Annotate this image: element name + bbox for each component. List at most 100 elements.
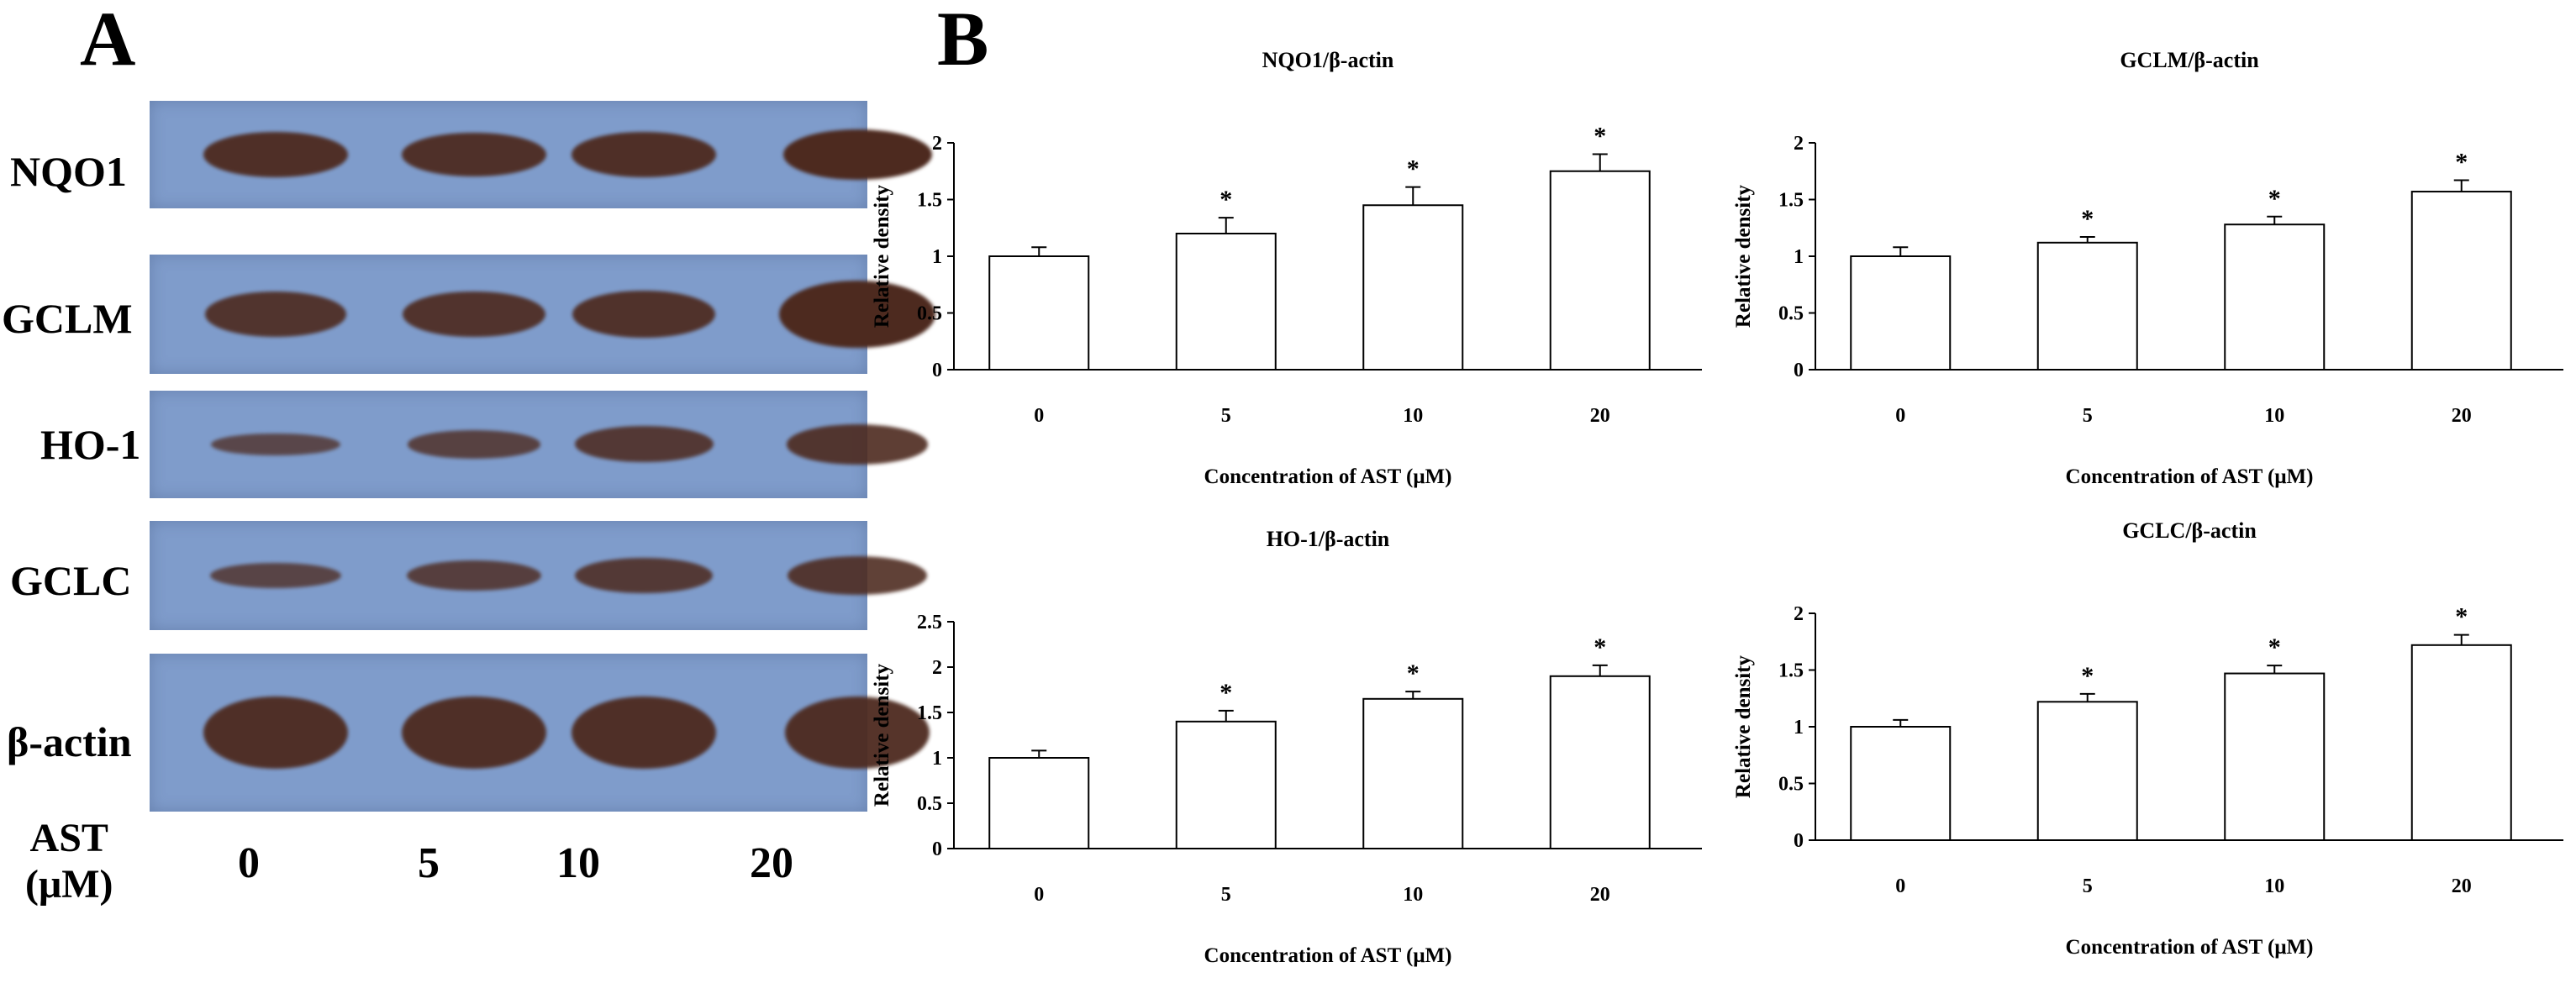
bar [2224, 223, 2326, 371]
bar [1362, 204, 1464, 371]
significance-marker: * [2455, 149, 2468, 176]
y-tick-label: 1 [932, 246, 942, 268]
chart-title: NQO1/β-actin [1262, 48, 1394, 72]
y-tick-label: 2 [1794, 133, 1804, 155]
x-axis-label: Concentration of AST (μM) [1204, 465, 1452, 488]
blot-strip-ho1 [150, 391, 928, 498]
significance-marker: * [1220, 186, 1232, 213]
y-tick-label: 1 [1794, 246, 1804, 268]
ast-axis-label: AST (μM) [25, 815, 113, 907]
x-tick-label: 20 [2452, 875, 2472, 897]
significance-marker: * [1407, 155, 1420, 183]
panel-b-letter: B [937, 0, 989, 81]
x-tick-label: 20 [1590, 884, 1610, 906]
blot-band [203, 132, 349, 177]
blot-band [211, 433, 340, 456]
blot-strip-nqo1 [150, 101, 932, 208]
bar [988, 255, 1090, 371]
y-tick-label: 0 [1794, 360, 1804, 381]
y-axis-label: Relative density [1732, 184, 1755, 328]
ast-label-line2: (μM) [25, 862, 113, 907]
x-tick-label: 10 [1403, 884, 1423, 906]
significance-marker: * [1407, 660, 1420, 687]
blot-strip-beta-actin [150, 654, 930, 812]
y-axis-label: Relative density [871, 184, 893, 328]
significance-marker: * [2081, 662, 2094, 690]
bar [1549, 675, 1651, 849]
x-tick-label: 0 [1034, 884, 1044, 906]
lane-label-20: 20 [750, 839, 793, 887]
y-tick-label: 0.5 [1778, 303, 1804, 325]
x-axis-label: Concentration of AST (μM) [2066, 936, 2314, 959]
blot-label-gclm: GCLM [2, 295, 133, 342]
y-tick-label: 2.5 [917, 612, 942, 633]
blot-label-beta-actin: β-actin [7, 718, 132, 765]
bar [2410, 191, 2512, 371]
significance-marker: * [2268, 633, 2281, 661]
bar [1850, 255, 1952, 371]
bar [988, 757, 1090, 849]
chart-title: HO-1/β-actin [1267, 527, 1390, 551]
chart-title: GCLC/β-actin [2122, 518, 2257, 543]
significance-marker: * [2081, 205, 2094, 233]
x-tick-label: 5 [2083, 875, 2093, 897]
blot-band [574, 557, 714, 594]
x-tick-label: 5 [1221, 884, 1231, 906]
lane-label-10: 10 [556, 839, 600, 887]
y-tick-label: 2 [932, 133, 942, 155]
x-tick-label: 5 [2083, 405, 2093, 427]
bar [2410, 644, 2512, 841]
bar-chart-gclm: GCLM/β-actin Relative density 0 0.5 1 1.5 20 * 5… [1732, 48, 2563, 488]
ast-label-line1: AST [29, 816, 108, 860]
x-tick-label: 20 [2452, 405, 2472, 427]
blot-band [574, 426, 714, 463]
blot-band [787, 424, 928, 465]
y-tick-label: 0.5 [1778, 774, 1804, 796]
blot-band [571, 132, 717, 177]
y-tick-label: 0.5 [917, 303, 942, 325]
x-tick-label: 5 [1221, 405, 1231, 427]
x-tick-label: 10 [2264, 405, 2284, 427]
blot-label-ho1: HO-1 [40, 421, 141, 468]
blot-band [784, 696, 930, 770]
significance-marker: * [1594, 633, 1606, 661]
y-tick-label: 1.5 [1778, 190, 1804, 212]
blot-strip-gclm [150, 255, 935, 374]
blot-band [787, 555, 928, 596]
x-axis-label: Concentration of AST (μM) [2066, 465, 2314, 488]
x-tick-label: 10 [1403, 405, 1423, 427]
blot-band [782, 129, 932, 181]
bar [2036, 701, 2138, 841]
lane-label-5: 5 [418, 839, 440, 887]
x-tick-label: 0 [1034, 405, 1044, 427]
y-tick-label: 0 [1794, 830, 1804, 852]
significance-marker: * [2455, 603, 2468, 631]
blot-band [571, 696, 717, 770]
y-tick-label: 2 [1794, 603, 1804, 625]
y-tick-label: 1.5 [917, 190, 942, 212]
bar-chart-ho1: HO-1/β-actin Relative density 0 0.5 1 1.5 2 2.5… [871, 527, 1702, 967]
chart-title: GCLM/β-actin [2120, 48, 2259, 72]
x-tick-label: 0 [1895, 875, 1905, 897]
blot-strip-gclc [150, 521, 928, 630]
y-tick-label: 0.5 [917, 793, 942, 815]
blot-band [572, 290, 716, 339]
blot-band [779, 280, 935, 349]
significance-marker: * [2268, 185, 2281, 213]
y-tick-label: 0 [932, 360, 942, 381]
y-tick-label: 1 [1794, 717, 1804, 739]
x-tick-label: 10 [2264, 875, 2284, 897]
y-tick-label: 2 [932, 657, 942, 679]
y-axis-label: Relative density [871, 663, 893, 807]
significance-marker: * [1594, 123, 1606, 150]
blot-band [401, 696, 547, 770]
bar [2224, 672, 2326, 841]
blot-band [403, 291, 545, 338]
y-tick-label: 1 [932, 748, 942, 770]
bar [1175, 720, 1277, 849]
significance-marker: * [1220, 679, 1232, 707]
bar [1175, 233, 1277, 371]
blot-band [407, 560, 541, 591]
blot-label-nqo1: NQO1 [10, 148, 127, 195]
